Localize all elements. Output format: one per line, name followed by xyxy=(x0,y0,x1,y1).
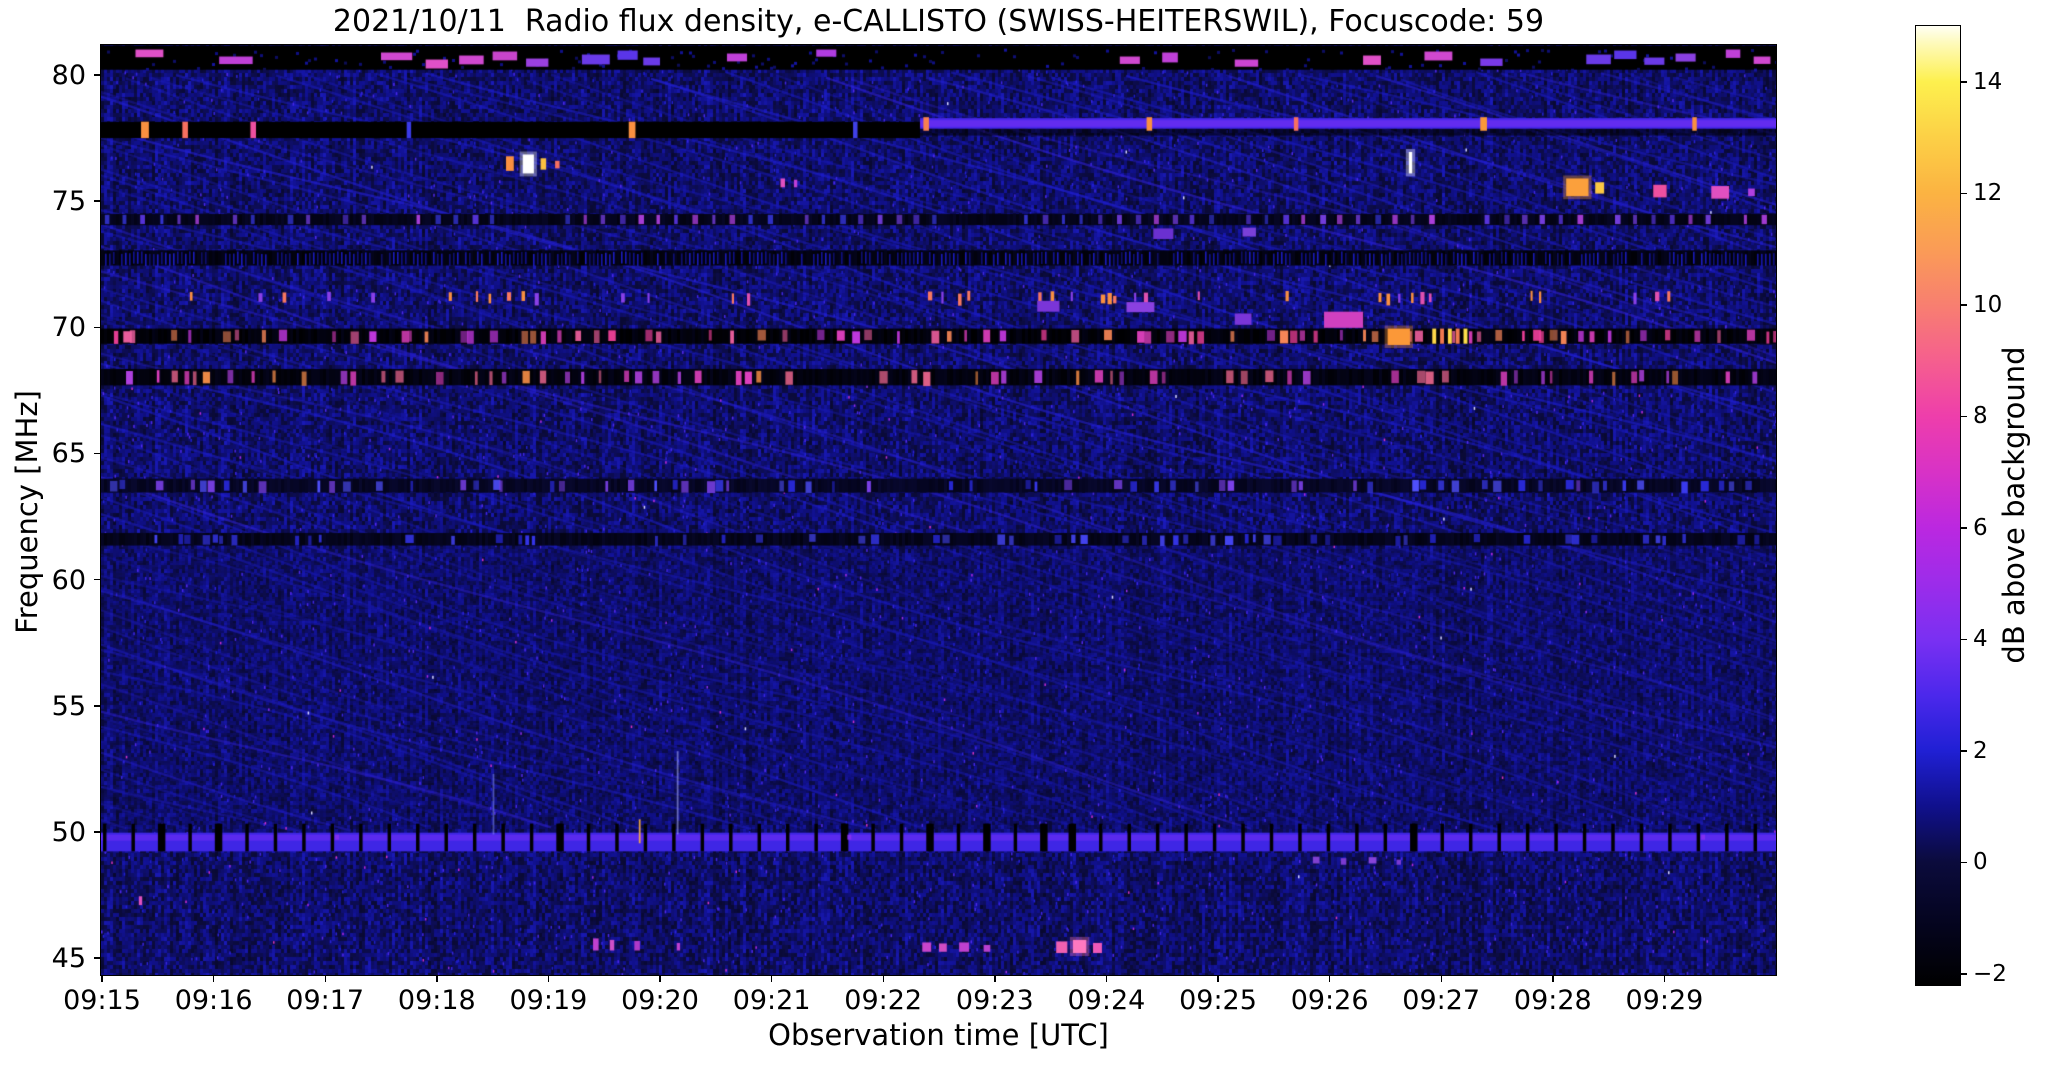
y-axis-label: Frequency [MHz] xyxy=(10,390,44,634)
y-tick-label: 45 xyxy=(51,943,86,975)
colorbar-tick-label: −2 xyxy=(1973,960,2007,987)
x-tick-mark xyxy=(994,976,996,982)
y-tick-mark xyxy=(94,705,100,707)
y-tick-mark xyxy=(94,326,100,329)
y-tick-label: 55 xyxy=(51,690,86,722)
colorbar-label: dB above background xyxy=(1997,346,2031,664)
x-tick-mark xyxy=(212,976,215,982)
y-tick-label: 70 xyxy=(51,312,86,344)
x-tick-label: 09:25 xyxy=(1179,985,1257,1016)
x-tick-mark xyxy=(547,976,550,982)
colorbar-tick-label: 8 xyxy=(1973,403,1988,430)
x-tick-label: 09:22 xyxy=(844,985,923,1016)
y-tick-mark xyxy=(94,452,100,455)
colorbar-tick-label: 0 xyxy=(1973,849,1988,876)
colorbar-tick-mark xyxy=(1961,304,1967,306)
colorbar-tick-label: 14 xyxy=(1973,68,2003,95)
plot-border xyxy=(100,44,1777,976)
colorbar-tick-label: 12 xyxy=(1973,180,2003,207)
x-tick-mark xyxy=(770,976,773,982)
chart-title: 2021/10/11 Radio flux density, e-CALLIST… xyxy=(332,4,1545,39)
colorbar-tick-mark xyxy=(1961,861,1967,864)
colorbar-tick-mark xyxy=(1961,750,1967,752)
x-tick-mark xyxy=(1663,976,1666,982)
x-tick-label: 09:17 xyxy=(286,985,365,1016)
spectrogram-canvas xyxy=(101,45,1776,975)
x-tick-mark xyxy=(101,976,103,982)
y-tick-mark xyxy=(94,74,100,76)
colorbar-tick-label: 6 xyxy=(1973,514,1988,541)
x-tick-mark xyxy=(882,976,884,982)
colorbar-tick-mark xyxy=(1961,527,1967,529)
colorbar-tick-label: 10 xyxy=(1973,291,2003,318)
colorbar-tick-mark xyxy=(1961,192,1967,195)
colorbar-tick-mark xyxy=(1961,81,1967,83)
colorbar-tick-mark xyxy=(1961,638,1967,641)
y-tick-mark xyxy=(94,957,100,959)
y-tick-label: 50 xyxy=(51,816,86,848)
colorbar-tick-label: 4 xyxy=(1973,626,1988,653)
x-tick-mark xyxy=(1440,976,1442,982)
y-tick-label: 60 xyxy=(51,564,86,596)
x-tick-label: 09:26 xyxy=(1290,985,1369,1016)
y-tick-mark xyxy=(94,578,100,581)
x-tick-label: 09:27 xyxy=(1402,985,1481,1016)
x-tick-mark xyxy=(1105,976,1108,982)
x-tick-label: 09:24 xyxy=(1067,985,1146,1016)
y-tick-mark xyxy=(94,200,100,202)
x-tick-label: 09:15 xyxy=(63,985,141,1016)
x-tick-label: 09:28 xyxy=(1513,985,1592,1016)
colorbar-tick-label: 2 xyxy=(1973,737,1988,764)
x-axis-label: Observation time [UTC] xyxy=(768,1018,1109,1052)
x-tick-mark xyxy=(436,976,438,982)
x-tick-mark xyxy=(1552,976,1554,982)
x-tick-label: 09:20 xyxy=(621,985,699,1016)
y-tick-label: 75 xyxy=(51,186,86,218)
x-tick-mark xyxy=(1217,976,1219,982)
x-tick-mark xyxy=(324,976,326,982)
y-tick-mark xyxy=(94,831,100,833)
colorbar-border xyxy=(1915,25,1961,986)
x-tick-label: 09:18 xyxy=(397,985,476,1016)
x-tick-label: 09:16 xyxy=(174,985,253,1016)
x-tick-mark xyxy=(1328,976,1331,982)
x-tick-label: 09:19 xyxy=(509,985,588,1016)
colorbar-gradient xyxy=(1916,26,1960,985)
x-tick-mark xyxy=(659,976,661,982)
y-tick-label: 65 xyxy=(51,438,86,470)
colorbar-tick-mark xyxy=(1961,415,1967,418)
x-tick-label: 09:23 xyxy=(955,985,1034,1016)
colorbar-tick-mark xyxy=(1961,973,1967,975)
x-tick-label: 09:29 xyxy=(1625,985,1704,1016)
x-tick-label: 09:21 xyxy=(732,985,811,1016)
y-tick-label: 80 xyxy=(51,60,86,92)
